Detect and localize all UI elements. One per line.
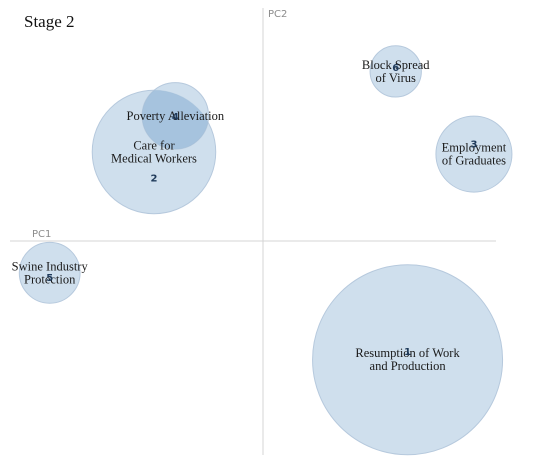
bubble-number-3: 3: [470, 139, 477, 150]
bubble-label-5-line-1: Swine Industry: [12, 259, 89, 273]
bubble-number-5: 5: [46, 273, 53, 284]
bubble-label-3-line-1: Employment: [442, 141, 507, 155]
bubble-label-2-line-2: Medical Workers: [111, 151, 197, 165]
bubble-label-1-line-2: and Production: [370, 359, 447, 373]
bubble-1: [312, 264, 504, 456]
bubble-5: [18, 241, 81, 304]
bubble-number-1: 1: [404, 347, 411, 358]
y-axis-title: PC2: [268, 9, 287, 20]
bubble-label-3-line-2: of Graduates: [442, 154, 506, 168]
bubble-label-2-line-1: Care for: [133, 138, 175, 152]
bubble-number-6: 6: [392, 63, 399, 74]
bubble-number-4: 4: [172, 112, 179, 123]
bubble-label-6-line-1: Block Spread: [362, 58, 430, 72]
chart-title: Stage 2: [24, 12, 75, 31]
bubble-label-5-line-2: Protection: [24, 272, 76, 286]
bubble-6: [369, 45, 422, 98]
bubble-3: [435, 115, 513, 193]
bubble-label-6-line-2: of Virus: [376, 71, 416, 85]
bubbles-layer: [18, 45, 513, 456]
bubble-label-4-line-1: Poverty Alleviation: [127, 109, 225, 123]
x-axis-title: PC1: [32, 229, 51, 240]
bubble-number-2: 2: [150, 173, 157, 184]
bubble-label-1-line-1: Resumption of Work: [355, 346, 460, 360]
